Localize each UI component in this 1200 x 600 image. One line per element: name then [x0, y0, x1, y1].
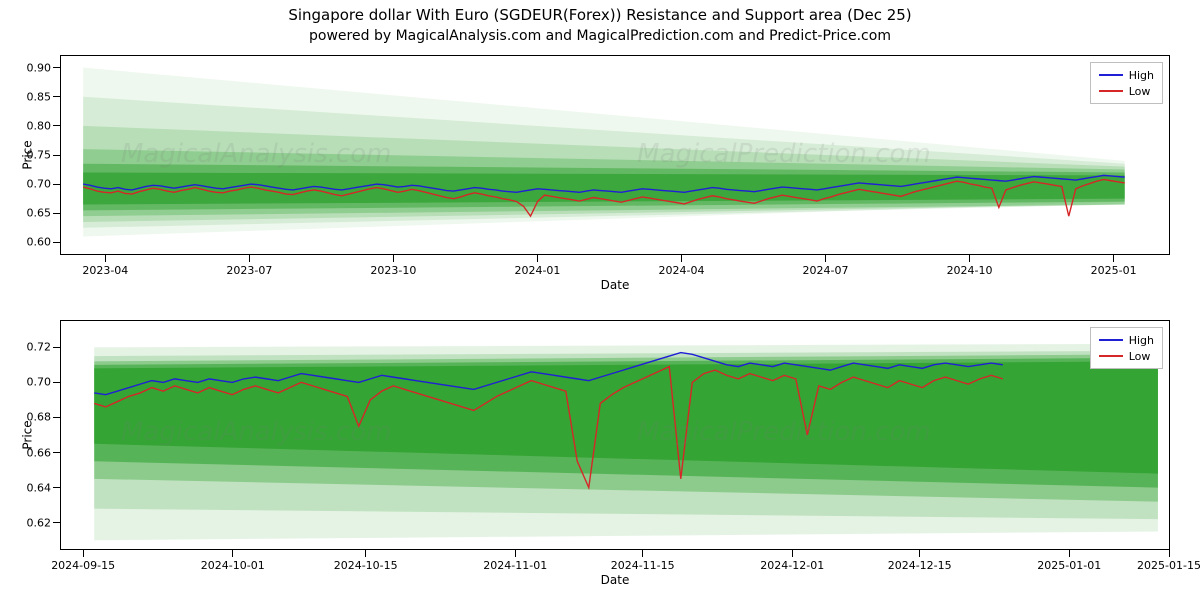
top-legend: High Low [1090, 62, 1163, 104]
ytick [53, 417, 61, 418]
xtick-label: 2024-01 [514, 264, 560, 277]
xtick-label: 2025-01-01 [1037, 559, 1101, 572]
ytick [53, 96, 61, 97]
xtick-label: 2024-10 [947, 264, 993, 277]
xtick [792, 549, 793, 557]
ytick-label: 0.90 [27, 61, 52, 74]
xtick [681, 254, 682, 262]
ytick [53, 213, 61, 214]
legend-row-low: Low [1099, 83, 1154, 99]
xtick [1069, 549, 1070, 557]
top-chart-panel: Price Date High Low 0.600.650.700.750.80… [60, 55, 1170, 255]
legend-label-low: Low [1129, 85, 1151, 98]
top-xlabel: Date [61, 278, 1169, 292]
xtick-label: 2024-12-15 [888, 559, 952, 572]
xtick-label: 2025-01 [1091, 264, 1137, 277]
xtick-label: 2023-04 [82, 264, 128, 277]
ytick-label: 0.70 [27, 178, 52, 191]
ytick-label: 0.75 [27, 149, 52, 162]
ytick-label: 0.64 [27, 481, 52, 494]
legend-line-high [1099, 339, 1123, 341]
xtick [393, 254, 394, 262]
chart-title: Singapore dollar With Euro (SGDEUR(Forex… [0, 6, 1200, 24]
ytick [53, 242, 61, 243]
ytick-label: 0.72 [27, 341, 52, 354]
xtick-label: 2023-10 [370, 264, 416, 277]
xtick [825, 254, 826, 262]
ytick-label: 0.68 [27, 411, 52, 424]
legend-row-high: High [1099, 332, 1154, 348]
ytick-label: 0.85 [27, 90, 52, 103]
ytick-label: 0.60 [27, 236, 52, 249]
xtick [919, 549, 920, 557]
ytick [53, 67, 61, 68]
xtick-label: 2024-04 [658, 264, 704, 277]
ytick-label: 0.66 [27, 446, 52, 459]
ytick [53, 347, 61, 348]
xtick-label: 2024-10-01 [201, 559, 265, 572]
legend-label-high: High [1129, 334, 1154, 347]
xtick [105, 254, 106, 262]
legend-label-high: High [1129, 69, 1154, 82]
xtick-label: 2024-11-15 [611, 559, 675, 572]
xtick [537, 254, 538, 262]
legend-line-low [1099, 355, 1123, 357]
xtick [232, 549, 233, 557]
xtick-label: 2024-12-01 [760, 559, 824, 572]
ytick-label: 0.70 [27, 376, 52, 389]
xtick-label: 2024-11-01 [483, 559, 547, 572]
xtick [249, 254, 250, 262]
ytick [53, 155, 61, 156]
legend-row-low: Low [1099, 348, 1154, 364]
xtick [515, 549, 516, 557]
ytick [53, 382, 61, 383]
xtick [365, 549, 366, 557]
xtick-label: 2025-01-15 [1137, 559, 1200, 572]
xtick [1169, 549, 1170, 557]
xtick-label: 2023-07 [226, 264, 272, 277]
ytick-label: 0.62 [27, 516, 52, 529]
chart-subtitle: powered by MagicalAnalysis.com and Magic… [0, 28, 1200, 44]
legend-line-low [1099, 90, 1123, 92]
ytick [53, 184, 61, 185]
xtick [642, 549, 643, 557]
ytick [53, 522, 61, 523]
top-chart-svg [61, 56, 1169, 254]
xtick-label: 2024-07 [803, 264, 849, 277]
ytick [53, 125, 61, 126]
legend-line-high [1099, 74, 1123, 76]
xtick [1113, 254, 1114, 262]
xtick [83, 549, 84, 557]
ytick [53, 487, 61, 488]
figure: Singapore dollar With Euro (SGDEUR(Forex… [0, 0, 1200, 600]
xtick-label: 2024-09-15 [51, 559, 115, 572]
legend-row-high: High [1099, 67, 1154, 83]
ytick-label: 0.65 [27, 207, 52, 220]
xtick-label: 2024-10-15 [334, 559, 398, 572]
xtick [969, 254, 970, 262]
bottom-chart-panel: Price Date High Low 0.620.640.660.680.70… [60, 320, 1170, 550]
bottom-legend: High Low [1090, 327, 1163, 369]
bottom-xlabel: Date [61, 573, 1169, 587]
ytick [53, 452, 61, 453]
bottom-chart-svg [61, 321, 1169, 549]
ytick-label: 0.80 [27, 119, 52, 132]
legend-label-low: Low [1129, 350, 1151, 363]
